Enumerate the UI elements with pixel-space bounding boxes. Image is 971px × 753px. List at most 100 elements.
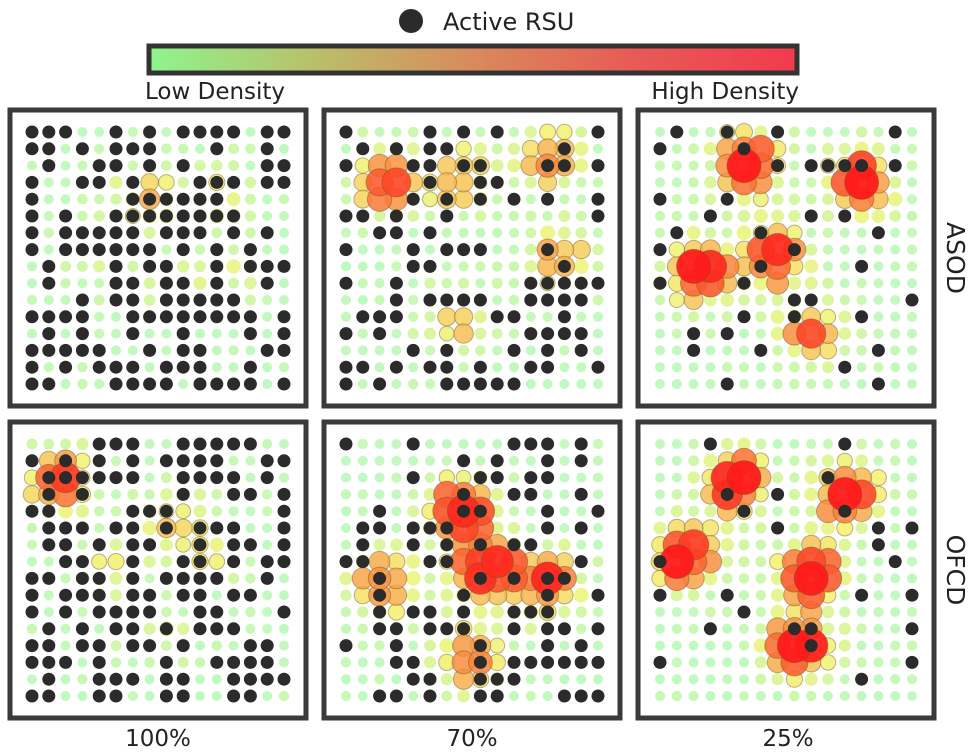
density-point [475,126,486,138]
active-rsu-point [176,639,190,653]
col-label-100: 100% [125,726,191,752]
density-point [822,378,834,390]
density-point [736,192,752,207]
active-rsu-point [888,159,902,173]
density-point [279,244,289,255]
density-point [94,127,105,137]
active-rsu-point [591,689,605,703]
density-point [558,226,571,240]
active-rsu-point [126,377,140,391]
density-point [94,143,105,154]
density-point [424,639,436,652]
active-rsu-point [737,276,751,290]
active-rsu-point [406,192,420,206]
density-point [705,691,716,701]
density-point [228,455,239,466]
active-rsu-point [787,243,801,257]
density-point [143,555,156,568]
active-rsu-point [159,310,173,324]
active-rsu-point [42,343,56,357]
density-point [559,194,570,205]
active-rsu-point [838,360,852,374]
density-point [655,506,665,517]
density-point [489,637,506,654]
density-point [755,328,766,339]
density-point [755,539,767,551]
active-rsu-point [373,327,387,341]
active-rsu-point [557,327,571,341]
active-rsu-point [193,192,207,206]
density-point [806,378,817,390]
active-rsu-point [92,605,106,619]
density-point [94,378,105,390]
active-rsu-point [210,310,224,324]
density-point [890,691,901,701]
density-point [738,522,750,534]
density-point [508,210,520,222]
active-rsu-point [109,377,123,391]
density-point [722,362,733,373]
density-point [279,439,289,449]
density-point [279,623,289,634]
active-rsu-point [457,454,471,468]
active-rsu-point [507,192,521,206]
density-point [822,244,834,255]
density-point [839,227,850,238]
density-point [907,472,917,483]
density-point [593,379,603,389]
active-rsu-point [277,504,291,518]
active-rsu-point [75,521,89,535]
density-point [374,362,385,373]
density-point [391,674,402,685]
density-point [671,194,682,205]
active-rsu-point [176,343,190,357]
density-point [670,505,683,518]
density-point [822,227,834,238]
active-rsu-point [389,209,403,223]
active-rsu-point [541,504,555,518]
density-point [211,328,222,339]
density-point [60,160,71,171]
density-point [755,691,766,701]
active-rsu-point [143,192,157,206]
density-point [193,276,207,290]
density-point [539,123,557,141]
density-point [574,141,589,156]
active-rsu-point [25,504,39,518]
density-point [873,244,884,255]
density-point [688,362,699,373]
density-point [576,379,587,389]
density-point [177,260,190,273]
density-point [245,506,256,517]
active-rsu-point [737,605,751,619]
active-rsu-point [339,555,353,569]
density-point [789,160,800,171]
density-point [890,345,901,356]
active-rsu-point [126,243,140,257]
active-rsu-point [373,605,387,619]
active-rsu-point [210,622,224,636]
density-point [722,606,733,618]
active-rsu-point [243,243,257,257]
density-point [43,177,54,188]
density-point [755,294,767,306]
active-rsu-point [406,672,420,686]
density-point [244,210,256,222]
active-rsu-point [59,209,73,223]
active-rsu-point [243,310,257,324]
density-point [770,326,785,341]
active-rsu-point [260,226,274,240]
active-rsu-point [507,343,521,357]
panel-ofcd-100 [7,419,309,721]
active-rsu-point [210,125,224,139]
active-rsu-point [440,377,454,391]
density-point [509,691,519,701]
density-point [688,311,700,323]
density-point [279,278,289,289]
active-rsu-point [406,437,420,451]
density-point [474,327,487,340]
density-point [671,160,682,171]
density-point [262,506,273,517]
density-point [194,260,206,273]
density-point [722,674,733,685]
